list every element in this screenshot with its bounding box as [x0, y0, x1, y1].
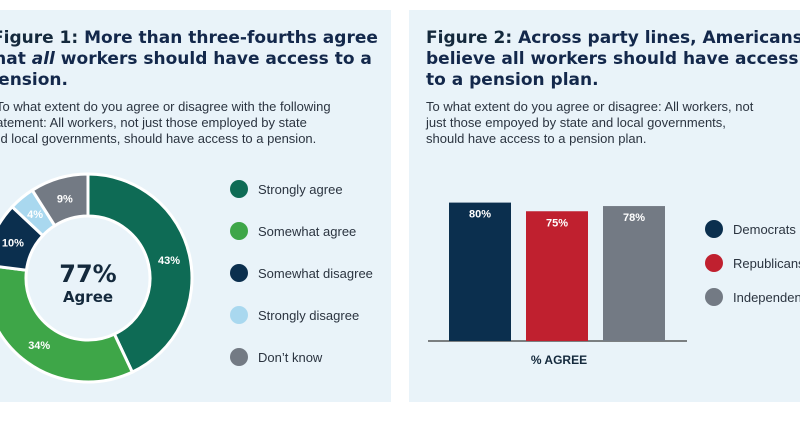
legend-label: Strongly disagree [258, 307, 360, 323]
donut-center: 77% Agree [48, 260, 128, 306]
legend-item-strongly-disagree: Strongly disagree [230, 306, 359, 324]
legend-item-somewhat-agree: Somewhat agree [230, 222, 356, 240]
figure2-label: Figure 2: [426, 28, 513, 48]
figure1-panel: Figure 1:More than three-fourths agree t… [0, 10, 391, 402]
donut-label-don-t-know: 9% [57, 193, 73, 205]
donut-slice-don-t-know [30, 172, 90, 228]
legend-swatch [230, 348, 248, 366]
figure2-subtitle: To what extent do you agree or disagree:… [426, 99, 754, 146]
donut-center-value: 77% [59, 260, 117, 288]
bar-republicans [526, 211, 588, 341]
figure1-subtitle: To what extent do you agree or disagree … [0, 99, 331, 146]
donut-slice-strongly-agree [86, 172, 194, 375]
bar-independents [603, 206, 665, 341]
legend-label: Somewhat agree [258, 223, 357, 239]
bar-label-independents: 78% [623, 212, 645, 224]
legend-swatch [230, 222, 248, 240]
bar-democrats [449, 202, 511, 341]
legend-swatch [705, 220, 723, 238]
figure2-title-line3: to a pension plan. [426, 70, 599, 90]
figure2-panel: Figure 2: Across party lines, Americans b… [409, 10, 800, 402]
x-axis-label: % AGREE [531, 353, 587, 367]
legend-item-strongly-agree: Strongly agree [230, 180, 343, 198]
figure2-title-line1: Figure 2: Across party lines, Americans [426, 28, 800, 48]
figure1-title-line3: pension. [0, 70, 68, 90]
legend-swatch [230, 180, 248, 198]
legend-label: Don’t know [258, 349, 323, 365]
figure2-title-line2: believe all workers should have access [426, 49, 799, 69]
bar-label-republicans: 75% [546, 217, 568, 229]
figure1-title-line1: Figure 1: More than three-fourths agree [0, 28, 378, 49]
figure2-title: Figure 2: Across party lines, Americans b… [426, 28, 800, 91]
legend-label: Strongly agree [258, 181, 343, 197]
legend-item-democrats: Democrats [705, 220, 796, 238]
donut-chart: 43% 34% 10% 4% 9% [0, 172, 194, 384]
donut-label-somewhat-agree: 34% [28, 340, 50, 352]
legend-label: Democrats [733, 221, 796, 237]
donut-label-strongly-agree: 43% [158, 255, 180, 267]
legend-item-independents: Independents [705, 288, 800, 306]
legend-item-don-t-know: Don’t know [230, 348, 322, 366]
donut-label-somewhat-disagree: 10% [2, 238, 24, 250]
legend-swatch [705, 254, 723, 272]
legend-swatch [230, 306, 248, 324]
donut-center-label: Agree [62, 288, 114, 306]
bar-chart: 80% 75% 78% % AGREE [428, 202, 687, 367]
donut-slice-somewhat-agree [0, 265, 135, 384]
legend-label: Independents [733, 289, 800, 305]
donut-label-strongly-disagree: 4% [27, 209, 43, 221]
figure1-title: Figure 1:More than three-fourths agree t… [0, 28, 378, 91]
legend-swatch [705, 288, 723, 306]
figure1-label: Figure 1: [0, 28, 79, 48]
legend-swatch [230, 264, 248, 282]
legend-label: Somewhat disagree [258, 265, 373, 281]
bar-label-democrats: 80% [469, 209, 491, 221]
legend-label: Republicans [733, 255, 800, 271]
legend-item-somewhat-disagree: Somewhat disagree [230, 264, 373, 282]
legend-item-republicans: Republicans [705, 254, 800, 272]
figure1-title-line2: that all workers should have access to a [0, 49, 372, 69]
